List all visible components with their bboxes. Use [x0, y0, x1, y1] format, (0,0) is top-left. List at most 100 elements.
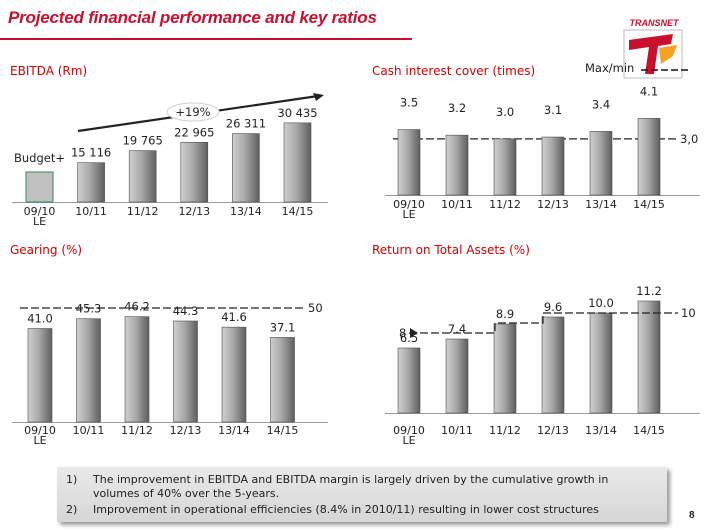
ebitda-chart: Budget+ 15 116 19 765 22 965 26 311 30 435 09/… [12, 93, 328, 228]
gearing-tick-label: 10/11 [73, 424, 105, 437]
gearing-threshold-label: 50 [308, 301, 323, 315]
gearing-tick-label: 12/13 [170, 424, 202, 437]
gearing-bar [221, 326, 247, 423]
ebitda-tick-label: LE [33, 215, 46, 228]
ebitda-bar [283, 122, 312, 203]
ebitda-value-label: 26 311 [226, 117, 266, 131]
ebitda-growth-label: +19% [175, 105, 210, 119]
cash-cover-tick-label: 11/12 [489, 198, 521, 211]
ebitda-tick-label: 14/15 [282, 205, 314, 218]
ebitda-growth-arrow-head [313, 93, 324, 101]
cash-cover-value-label: 3.2 [448, 101, 466, 115]
cash-cover-tick-label: 09/10 [393, 198, 425, 211]
gearing-value-label: 45.3 [76, 302, 102, 316]
ebitda-value-label: 22 965 [174, 125, 214, 139]
ebitda-tick-label: 09/10 [24, 205, 56, 218]
gearing-value-label: 44.3 [173, 304, 199, 318]
gearing-value-label: 41.0 [27, 312, 53, 326]
return-assets-tick-label: 13/14 [585, 424, 617, 437]
gearing-bar [124, 316, 150, 423]
gearing-chart-title: Gearing (%) [10, 243, 83, 257]
gearing-tick-label: LE [33, 434, 46, 447]
gearing-tick-label: 09/10 [24, 424, 56, 437]
return-assets-threshold-line [409, 312, 678, 334]
ebitda-bar [128, 150, 157, 203]
ebitda-budget-label: Budget+ [14, 151, 65, 165]
title-underline [0, 38, 412, 40]
cash-interest-cover-chart-title: Cash interest cover (times) [372, 64, 536, 78]
cash-cover-tick-label: 10/11 [441, 198, 473, 211]
ebitda-chart-title: EBITDA (Rm) [10, 64, 88, 78]
max-min-label: Max/min [585, 61, 634, 75]
ebitda-growth-badge [166, 102, 220, 122]
logo-mark-red [629, 34, 673, 74]
return-assets-value-label: 10.0 [588, 296, 614, 310]
cash-cover-bar [541, 136, 565, 196]
ebitda-value-label: 30 435 [277, 106, 317, 120]
return-assets-bar [493, 323, 517, 414]
return-assets-tick-label: 12/13 [537, 424, 569, 437]
gearing-bar [76, 318, 101, 423]
gearing-tick-label: 13/14 [218, 424, 250, 437]
return-assets-bar [541, 316, 565, 414]
cash-cover-bar [445, 134, 469, 196]
return-assets-threshold-start-label: 8 [399, 326, 406, 340]
cash-cover-threshold-label: 3,0 [680, 132, 698, 146]
return-assets-tick-label: 10/11 [441, 424, 473, 437]
cash-cover-bar [397, 129, 421, 196]
note-2-number: 2) [66, 503, 78, 516]
note-2: 2) Improvement in operational efficienci… [66, 503, 656, 517]
ebitda-bar [77, 162, 105, 203]
max-min-legend: Max/min [585, 61, 688, 75]
return-on-assets-chart-title: Return on Total Assets (%) [372, 243, 530, 257]
page-title: Projected financial performance and key … [8, 8, 377, 27]
ebitda-tick-label: 11/12 [127, 205, 159, 218]
gearing-bar [173, 320, 198, 423]
cash-cover-tick-label: LE [402, 208, 415, 221]
ebitda-tick-label: 12/13 [178, 205, 210, 218]
gearing-value-label: 41.6 [221, 310, 247, 324]
return-assets-tick-label: LE [402, 434, 415, 447]
cash-cover-bar [493, 138, 517, 196]
cash-cover-tick-label: 14/15 [633, 198, 665, 211]
return-assets-tick-label: 14/15 [633, 424, 665, 437]
return-assets-tick-label: 09/10 [393, 424, 425, 437]
ebitda-value-label: 15 116 [71, 146, 111, 160]
ebitda-bar [232, 133, 260, 203]
cash-cover-value-label: 3.4 [592, 97, 610, 111]
return-assets-value-label: 8.9 [496, 307, 514, 321]
cash-cover-bar [637, 118, 661, 196]
return-assets-threshold-end-label: 10 [681, 306, 696, 320]
cash-cover-tick-label: 12/13 [537, 198, 569, 211]
return-assets-tick-label: 11/12 [489, 424, 521, 437]
gearing-value-label: 37.1 [270, 320, 296, 334]
return-assets-value-label: 9.6 [544, 300, 562, 314]
return-assets-bar [397, 347, 421, 414]
gearing-tick-label: 11/12 [121, 424, 153, 437]
note-1-number: 1) [66, 473, 78, 486]
note-1: 1) The improvement in EBITDA and EBITDA … [66, 473, 656, 501]
cash-cover-tick-label: 13/14 [585, 198, 617, 211]
gearing-bar [270, 337, 295, 423]
gearing-tick-label: 14/15 [267, 424, 299, 437]
notes-box: 1) The improvement in EBITDA and EBITDA … [57, 467, 667, 522]
ebitda-tick-label: 10/11 [75, 205, 107, 218]
ebitda-bar [180, 141, 209, 203]
cash-cover-value-label: 3.1 [544, 103, 562, 117]
page-number: 8 [689, 510, 695, 521]
logo-mark-orange [659, 45, 677, 64]
ebitda-tick-label: 13/14 [230, 205, 262, 218]
cash-cover-value-label: 4.1 [640, 84, 658, 98]
logo-wordmark: TRANSNET [630, 18, 681, 28]
return-assets-bar [445, 338, 469, 414]
cash-cover-value-label: 3.5 [400, 96, 418, 110]
gearing-bar [27, 328, 53, 423]
cash-cover-bar [589, 131, 613, 196]
return-assets-threshold-marker [410, 328, 418, 338]
note-1-text: The improvement in EBITDA and EBITDA mar… [93, 473, 609, 500]
note-2-text: Improvement in operational efficiencies … [93, 503, 599, 516]
